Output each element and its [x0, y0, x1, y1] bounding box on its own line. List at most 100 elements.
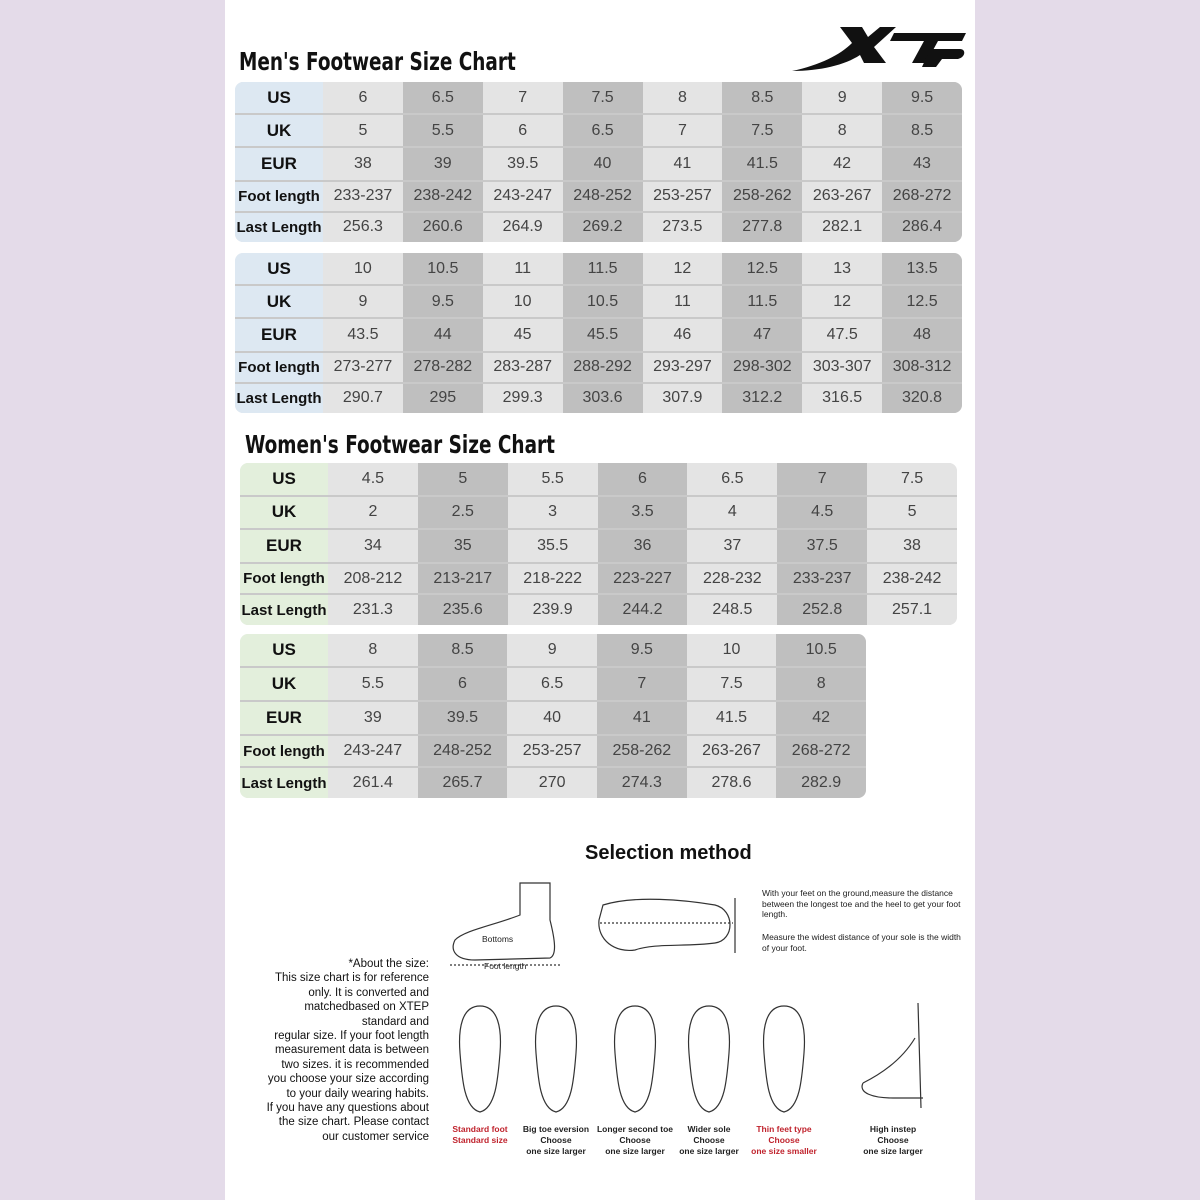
size-cell: 7.5: [722, 115, 803, 149]
about-line: only. It is converted and: [308, 986, 429, 999]
size-cell: 283-287: [482, 352, 563, 384]
row-label: US: [235, 82, 323, 116]
caption-line: one size larger: [679, 1146, 739, 1156]
size-cell: 45.5: [562, 319, 643, 353]
size-cell: 6: [482, 115, 563, 149]
size-cell: 9: [802, 82, 883, 116]
size-cell: 8: [642, 82, 723, 116]
size-cell: 13.5: [882, 253, 962, 287]
row-label: EUR: [240, 530, 328, 564]
caption-line: one size smaller: [751, 1146, 817, 1156]
caption-line: Standard foot: [452, 1124, 508, 1134]
size-cell: 265.7: [417, 768, 508, 798]
size-cell: 10.5: [562, 286, 643, 320]
selection-method-title: Selection method: [585, 842, 752, 864]
size-cell: 273-277: [323, 352, 403, 384]
size-cell: 6: [417, 668, 508, 702]
about-line: the size chart. Please contact: [278, 1116, 429, 1129]
size-cell: 6.5: [507, 668, 597, 702]
foot-sole-drawing: [762, 1005, 806, 1113]
row-label: UK: [240, 668, 328, 702]
size-cell: 223-227: [597, 563, 688, 596]
about-line: matchedbased on XTEP: [304, 1001, 429, 1014]
caption-line: one size larger: [605, 1146, 665, 1156]
foot-type-caption: Wider sole Choose one size larger: [654, 1124, 764, 1157]
size-cell: 5: [417, 463, 508, 497]
about-line: measurement data is between: [274, 1044, 429, 1057]
size-cell: 253-257: [642, 181, 723, 213]
size-cell: 10: [482, 286, 563, 320]
size-cell: 239.9: [507, 595, 598, 625]
foot-sole-drawing: [687, 1005, 731, 1113]
size-cell: 35.5: [507, 530, 598, 564]
foot-type-caption: High instep Choose one size larger: [838, 1124, 948, 1157]
size-cell: 12: [642, 253, 723, 287]
size-cell: 5.5: [507, 463, 598, 497]
size-cell: 39: [402, 148, 483, 182]
size-cell: 290.7: [323, 383, 403, 413]
size-cell: 8.5: [417, 634, 508, 668]
foot-sole-drawing: [534, 1005, 578, 1113]
caption-line: Longer second toe: [596, 1124, 674, 1134]
size-cell: 282.1: [802, 212, 883, 242]
about-line: our customer service: [322, 1130, 429, 1143]
size-cell: 7: [777, 463, 868, 497]
size-cell: 10: [686, 634, 777, 668]
caption-line: Choose: [768, 1135, 800, 1145]
caption-line: Thin feet type: [756, 1124, 812, 1134]
row-label: Last Length: [235, 212, 323, 242]
size-cell: 258-262: [722, 181, 803, 213]
size-cell: 48: [882, 319, 962, 353]
size-cell: 244.2: [597, 595, 688, 625]
about-line: standard and: [361, 1015, 429, 1028]
size-cell: 47.5: [802, 319, 883, 353]
size-cell: 40: [507, 702, 597, 736]
size-cell: 8: [328, 634, 418, 668]
mens-size-table-1: US 6 6.5 7 7.5 8 8.5 9 9.5 UK 5 5.5 6 6.5 7 7.5 8 8.5 EUR 3…: [235, 82, 962, 242]
size-cell: 34: [328, 530, 418, 564]
about-line: This size chart is for reference: [274, 972, 429, 985]
size-cell: 268-272: [776, 736, 866, 768]
row-label: EUR: [235, 148, 323, 182]
row-label: US: [240, 634, 328, 668]
size-cell: 10.5: [402, 253, 483, 287]
caption-line: Choose: [877, 1135, 909, 1145]
size-cell: 5: [323, 115, 403, 149]
size-cell: 233-237: [323, 181, 403, 213]
foot-width-instruction: Measure the widest distance of your sole…: [762, 932, 961, 953]
size-cell: 295: [402, 383, 483, 413]
size-cell: 38: [323, 148, 403, 182]
about-line: regular size. If your foot length: [274, 1030, 429, 1043]
size-cell: 39: [328, 702, 418, 736]
size-cell: 9.5: [596, 634, 687, 668]
womens-chart-title: Women's Footwear Size Chart: [245, 430, 555, 459]
size-cell: 288-292: [562, 352, 643, 384]
size-cell: 42: [776, 702, 866, 736]
about-line: *About the size:: [348, 958, 429, 970]
size-cell: 43.5: [323, 319, 403, 353]
foot-length-label: Foot length: [484, 961, 527, 971]
caption-line: Wider sole: [687, 1124, 731, 1134]
caption-line: Choose: [540, 1135, 572, 1145]
size-cell: 5: [867, 496, 957, 531]
size-cell: 263-267: [802, 181, 883, 213]
size-cell: 235.6: [417, 595, 508, 625]
size-cell: 10.5: [776, 634, 866, 668]
size-cell: 277.8: [722, 212, 803, 242]
size-cell: 12.5: [882, 286, 962, 320]
caption-line: Choose: [619, 1135, 651, 1145]
foot-type-caption: Standard foot Standard size: [425, 1124, 535, 1146]
size-cell: 36: [597, 530, 688, 564]
size-cell: 5.5: [328, 668, 418, 702]
size-cell: 8.5: [882, 115, 962, 149]
size-cell: 47: [722, 319, 803, 353]
bottoms-label: Bottoms: [482, 934, 514, 944]
size-cell: 37.5: [777, 530, 868, 564]
size-cell: 268-272: [882, 181, 962, 213]
size-cell: 8: [802, 115, 883, 149]
size-cell: 12.5: [722, 253, 803, 287]
size-cell: 312.2: [722, 383, 803, 413]
size-cell: 278-282: [402, 352, 483, 384]
row-label: Foot length: [240, 736, 328, 768]
size-cell: 2.5: [417, 496, 508, 531]
